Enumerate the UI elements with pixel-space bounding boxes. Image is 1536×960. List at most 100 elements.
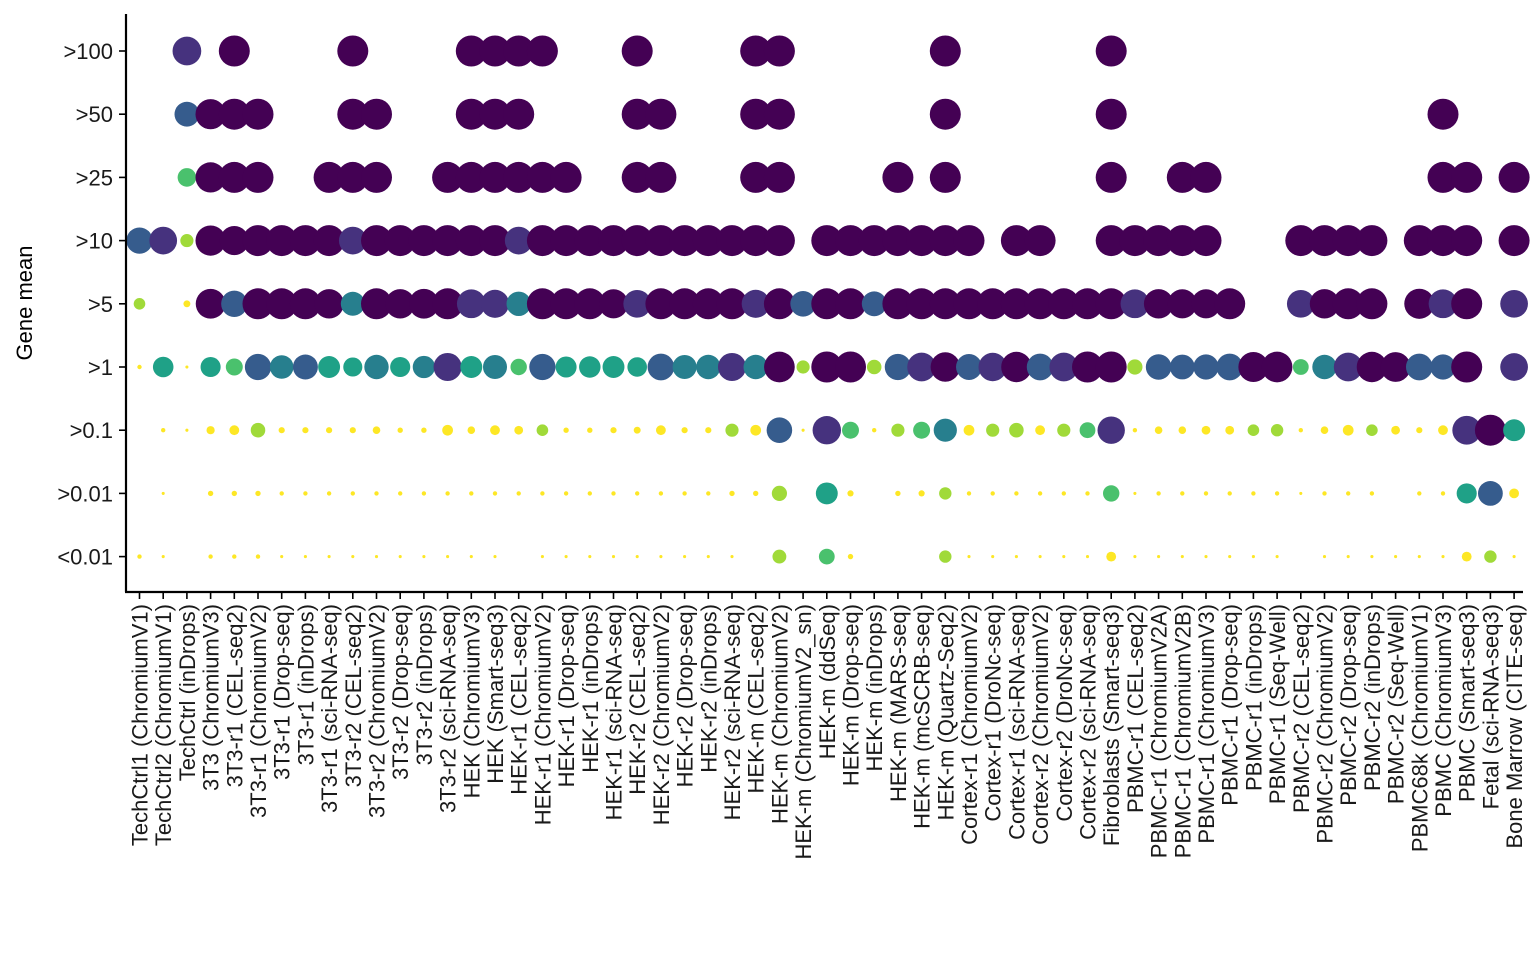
dot-point xyxy=(1014,555,1018,559)
dot-point xyxy=(1474,414,1506,446)
dot-point xyxy=(504,226,533,255)
dot-point xyxy=(842,421,859,439)
dot-point xyxy=(432,288,464,320)
dot-point xyxy=(966,491,972,496)
dot-point xyxy=(231,490,237,497)
dot-point xyxy=(906,225,938,257)
dot-point xyxy=(929,161,961,193)
dot-point xyxy=(421,427,427,433)
dot-point xyxy=(1403,225,1435,257)
dot-point xyxy=(683,555,687,559)
dot-point xyxy=(455,35,487,67)
dot-point xyxy=(516,491,521,496)
x-tick-label: PBMC-r1 (ChromiumV3) xyxy=(1194,604,1219,844)
dot-point xyxy=(907,352,936,382)
dot-point xyxy=(1498,225,1530,257)
dot-point xyxy=(1133,555,1137,559)
dot-point xyxy=(526,161,558,193)
dot-point xyxy=(1190,161,1222,193)
dot-point xyxy=(510,358,527,376)
dot-point xyxy=(337,98,369,130)
dot-point xyxy=(266,225,298,257)
x-tick-label: HEK-r1 (inDrops) xyxy=(578,604,603,773)
dot-point xyxy=(1251,555,1255,559)
dot-point xyxy=(422,555,426,559)
dot-point xyxy=(1001,351,1032,383)
dot-point xyxy=(526,35,558,67)
dot-point xyxy=(1370,555,1374,559)
dot-point xyxy=(1261,351,1293,383)
dot-point xyxy=(1391,425,1400,435)
dot-point xyxy=(1451,161,1483,193)
x-tick-label: HEK-m (ChromiumV2_sn) xyxy=(791,604,816,860)
dot-point xyxy=(340,291,365,316)
x-tick-label: PBMC68k (ChromiumV1) xyxy=(1407,604,1432,852)
dot-point xyxy=(658,491,664,496)
dot-point xyxy=(536,424,549,437)
dot-point xyxy=(847,553,854,560)
x-tick-label: Cortex-r2 (sci-RNA-seq) xyxy=(1076,604,1101,840)
dot-point xyxy=(750,424,762,436)
x-tick-label: HEK-r1 (Drop-seq) xyxy=(554,604,579,787)
dot-point xyxy=(564,555,568,559)
dot-point xyxy=(372,426,381,435)
dot-point xyxy=(953,288,985,320)
dot-point xyxy=(337,161,369,193)
dot-point xyxy=(289,288,321,320)
dot-point xyxy=(588,555,592,559)
dot-point xyxy=(255,490,261,497)
dot-point xyxy=(1157,555,1161,559)
dot-point xyxy=(725,423,739,437)
dot-point xyxy=(1097,416,1125,444)
dot-point xyxy=(469,491,474,496)
dot-point xyxy=(1095,225,1127,257)
dot-point xyxy=(1085,491,1090,496)
dot-point xyxy=(763,35,795,67)
dot-point xyxy=(1133,491,1137,495)
dot-point xyxy=(763,288,795,320)
dot-point xyxy=(1132,428,1138,433)
dot-point xyxy=(1120,289,1150,319)
dot-point xyxy=(1143,225,1175,257)
dot-point xyxy=(1166,225,1198,257)
dot-point xyxy=(482,354,508,380)
dot-point xyxy=(801,428,805,432)
dot-point xyxy=(847,490,854,497)
dot-point xyxy=(977,288,1009,320)
dot-point xyxy=(647,353,675,381)
dot-point xyxy=(397,427,403,433)
dot-point xyxy=(835,288,866,320)
dot-point xyxy=(195,225,226,256)
dot-point xyxy=(790,291,816,317)
dot-point xyxy=(338,226,367,255)
y-axis-title: Gene mean xyxy=(12,246,37,361)
dot-point xyxy=(1512,555,1516,559)
dot-point xyxy=(1049,352,1079,382)
dot-point xyxy=(743,354,768,380)
dot-point xyxy=(882,161,914,193)
dot-point xyxy=(1417,491,1422,496)
dot-point xyxy=(729,490,735,497)
dot-point xyxy=(390,356,411,378)
dot-point xyxy=(1322,491,1327,496)
x-tick-label: PBMC-r1 (CEL-seq2) xyxy=(1123,604,1148,813)
dot-point xyxy=(195,162,226,193)
dot-point xyxy=(1298,428,1303,433)
dot-point xyxy=(1404,288,1435,319)
dot-point xyxy=(1427,98,1459,130)
dot-point xyxy=(579,356,601,378)
dot-point xyxy=(1180,491,1185,496)
x-tick-label: 3T3-r1 (CEL-seq2) xyxy=(222,604,247,787)
dot-point xyxy=(1103,485,1120,502)
dot-point xyxy=(540,491,545,496)
dot-point xyxy=(929,288,961,320)
dot-point xyxy=(1238,351,1269,383)
dot-point xyxy=(149,226,178,255)
dot-point xyxy=(811,288,843,320)
x-tick-label: PBMC-r2 (inDrops) xyxy=(1360,604,1385,791)
dot-point xyxy=(318,356,341,378)
dot-point xyxy=(1346,555,1350,559)
dot-point xyxy=(218,98,250,130)
x-tick-label: PBMC-r1 (ChromiumV2A) xyxy=(1147,604,1172,858)
x-tick-label: PBMC-r2 (Drop-seq) xyxy=(1336,604,1361,806)
